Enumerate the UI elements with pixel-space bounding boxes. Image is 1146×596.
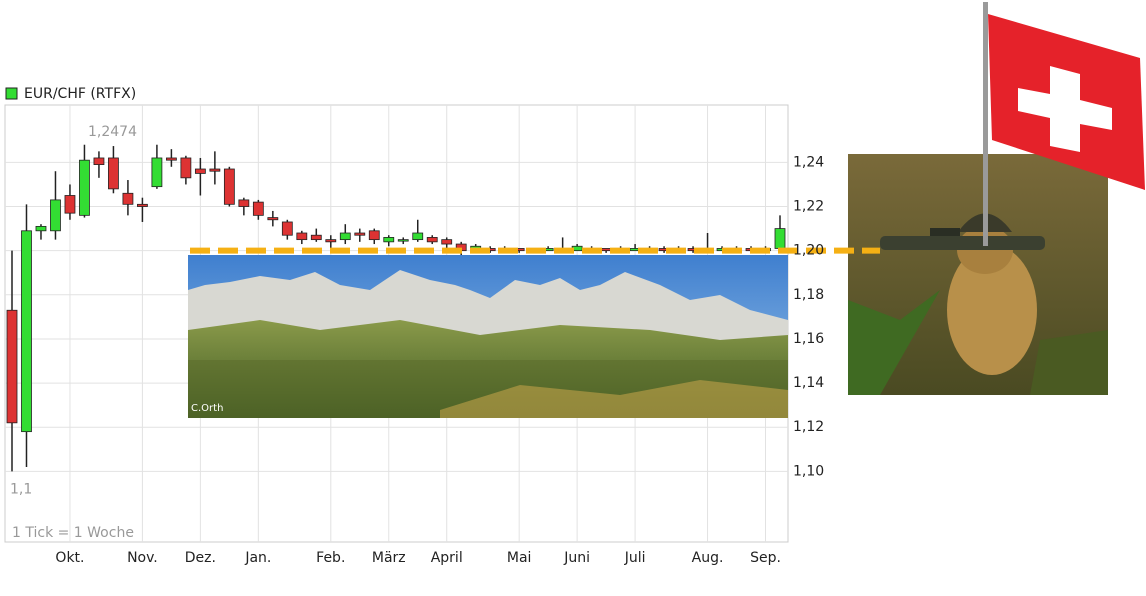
candle-body xyxy=(296,232,308,241)
x-tick-label: Aug. xyxy=(692,550,724,566)
candle-body xyxy=(21,230,32,433)
candle-body xyxy=(368,230,380,241)
candle-body xyxy=(6,309,18,424)
candle-body xyxy=(93,157,105,165)
candle-body xyxy=(397,239,409,242)
candle-body xyxy=(35,225,47,232)
candle-body xyxy=(441,239,453,245)
candle-body xyxy=(774,228,786,249)
x-tick-label: April xyxy=(431,550,463,566)
candle-body xyxy=(310,234,322,241)
candle-body xyxy=(151,157,163,188)
candle-body xyxy=(354,232,366,236)
y-tick-label: 1,18 xyxy=(793,287,824,303)
x-tick-label: Nov. xyxy=(127,550,158,566)
x-tick-label: Okt. xyxy=(55,550,84,566)
candle-body xyxy=(108,157,119,190)
y-tick-label: 1,12 xyxy=(793,419,824,435)
candle-body xyxy=(50,199,61,232)
y-tick-label: 1,10 xyxy=(793,463,824,479)
candle-body xyxy=(122,192,134,205)
x-tick-label: Juli xyxy=(624,550,646,566)
mountain-photo: C.Orth xyxy=(188,255,788,418)
y-tick-label: 1,20 xyxy=(793,243,824,259)
y-tick-label: 1,16 xyxy=(793,331,824,347)
footnote: 1 Tick = 1 Woche xyxy=(12,525,134,541)
candle-body xyxy=(238,199,250,207)
candle-body xyxy=(209,168,221,172)
x-tick-label: Mai xyxy=(507,550,532,566)
low-annotation: 1,1 xyxy=(10,481,32,497)
x-tick-label: Juni xyxy=(563,550,590,566)
swiss-flag xyxy=(983,2,1145,246)
candle-body xyxy=(165,157,177,161)
y-tick-label: 1,14 xyxy=(793,375,824,391)
candle-body xyxy=(267,217,279,221)
candle-body xyxy=(223,168,235,205)
candle-body xyxy=(412,232,424,241)
high-annotation: 1,2474 xyxy=(88,124,137,140)
candle-body xyxy=(383,237,395,243)
candle-body xyxy=(194,168,206,174)
x-tick-label: Sep. xyxy=(750,550,781,566)
y-tick-label: 1,24 xyxy=(793,154,824,170)
candle-body xyxy=(137,203,148,207)
candle-body xyxy=(252,201,264,216)
photo-credit: C.Orth xyxy=(191,403,223,414)
x-tick-label: Feb. xyxy=(316,550,345,566)
candle-body xyxy=(180,157,192,179)
candle-body xyxy=(281,221,293,236)
x-tick-label: Dez. xyxy=(185,550,216,566)
x-tick-label: März xyxy=(372,550,406,566)
legend-swatch xyxy=(5,87,18,100)
groundhog-photo xyxy=(848,154,1108,395)
candle-body xyxy=(79,159,90,216)
candle-body xyxy=(600,248,612,252)
x-tick-label: Jan. xyxy=(244,550,271,566)
legend-label: EUR/CHF (RTFX) xyxy=(24,86,136,102)
candle-body xyxy=(325,239,337,243)
candle-body xyxy=(339,232,351,241)
candle-body xyxy=(426,237,438,243)
candle-body xyxy=(64,195,76,214)
y-tick-label: 1,22 xyxy=(793,199,824,215)
